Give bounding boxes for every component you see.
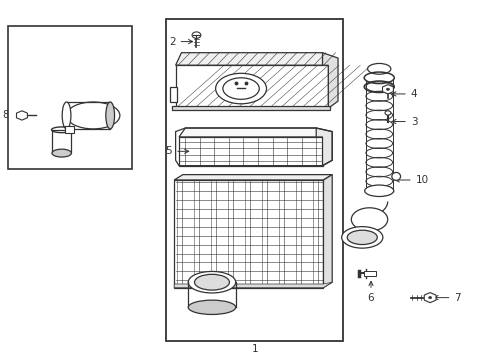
Ellipse shape bbox=[188, 300, 235, 315]
Ellipse shape bbox=[386, 88, 388, 90]
Ellipse shape bbox=[384, 111, 390, 115]
Ellipse shape bbox=[52, 149, 71, 157]
Ellipse shape bbox=[428, 297, 431, 299]
Ellipse shape bbox=[364, 185, 393, 197]
Text: 5: 5 bbox=[165, 146, 188, 156]
Bar bbox=[8, 26, 132, 169]
Polygon shape bbox=[174, 175, 331, 180]
Bar bbox=[363, 271, 375, 276]
Text: 8: 8 bbox=[2, 111, 18, 121]
Ellipse shape bbox=[215, 73, 266, 104]
Polygon shape bbox=[179, 128, 322, 137]
Ellipse shape bbox=[391, 172, 400, 180]
Ellipse shape bbox=[346, 230, 377, 244]
Bar bbox=[169, 87, 176, 102]
Polygon shape bbox=[175, 53, 327, 65]
Ellipse shape bbox=[105, 102, 114, 129]
Polygon shape bbox=[174, 282, 331, 288]
Text: 1: 1 bbox=[251, 344, 258, 354]
Ellipse shape bbox=[194, 274, 229, 290]
Bar bbox=[174, 180, 323, 288]
Text: 3: 3 bbox=[391, 117, 417, 127]
Ellipse shape bbox=[192, 32, 201, 39]
Ellipse shape bbox=[62, 102, 71, 129]
Text: 4: 4 bbox=[391, 89, 417, 99]
Polygon shape bbox=[179, 137, 322, 166]
Polygon shape bbox=[322, 53, 337, 108]
Text: 10: 10 bbox=[394, 175, 428, 185]
Bar bbox=[172, 106, 329, 110]
Text: 9: 9 bbox=[58, 134, 67, 151]
Polygon shape bbox=[316, 128, 331, 166]
Bar bbox=[175, 65, 327, 108]
Text: 7: 7 bbox=[433, 293, 460, 303]
Ellipse shape bbox=[351, 208, 387, 231]
Ellipse shape bbox=[223, 78, 259, 99]
Bar bbox=[165, 19, 342, 341]
Polygon shape bbox=[323, 175, 331, 288]
Ellipse shape bbox=[188, 271, 235, 293]
Ellipse shape bbox=[341, 226, 382, 248]
Text: 6: 6 bbox=[367, 282, 373, 303]
Bar bbox=[65, 126, 74, 134]
Ellipse shape bbox=[66, 102, 120, 129]
Text: 2: 2 bbox=[169, 37, 192, 46]
Polygon shape bbox=[52, 130, 71, 153]
Ellipse shape bbox=[367, 63, 390, 74]
